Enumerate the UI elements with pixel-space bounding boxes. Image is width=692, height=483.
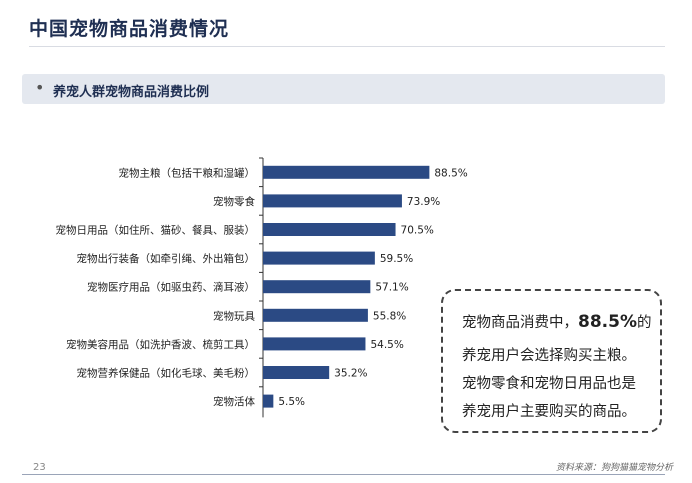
title-divider	[29, 46, 665, 47]
value-label: 57.1%	[375, 282, 408, 294]
section-bullet: •	[35, 78, 45, 97]
callout-box: 宠物商品消费中，88.5%的 养宠用户会选择购买主粮。 宠物零食和宠物日用品也是…	[441, 289, 662, 433]
value-label: 35.2%	[334, 368, 367, 380]
category-label: 宠物主粮（包括干粮和湿罐）	[119, 166, 256, 179]
callout-line-1: 宠物商品消费中，88.5%的	[462, 311, 651, 332]
page-number: 23	[33, 462, 46, 473]
category-label: 宠物出行装备（如牵引绳、外出箱包）	[77, 252, 256, 265]
value-label: 55.8%	[373, 310, 406, 322]
category-label: 宠物日用品（如住所、猫砂、餐具、服装）	[56, 224, 256, 237]
callout-line-3: 宠物零食和宠物日用品也是	[462, 376, 636, 392]
bar	[263, 394, 274, 408]
value-label: 70.5%	[401, 225, 434, 237]
value-label: 54.5%	[370, 339, 403, 351]
section-label: 养宠人群宠物商品消费比例	[53, 85, 210, 100]
bar	[263, 251, 375, 265]
callout-line-4: 养宠用户主要购买的商品。	[462, 404, 636, 420]
callout-highlight-value: 88.5%	[578, 312, 637, 332]
category-label: 宠物零食	[213, 195, 255, 208]
section-header: • 养宠人群宠物商品消费比例	[22, 74, 665, 104]
value-label: 5.5%	[278, 396, 305, 408]
category-label: 宠物玩具	[213, 309, 255, 322]
category-label: 宠物活体	[213, 395, 255, 408]
value-label: 73.9%	[407, 196, 440, 208]
category-label: 宠物营养保健品（如化毛球、美毛粉）	[77, 367, 256, 380]
bar	[263, 165, 430, 179]
value-label: 59.5%	[380, 253, 413, 265]
source-note: 资料来源：狗狗猫猫宠物分析	[556, 463, 674, 473]
bar	[263, 308, 368, 322]
footer-divider	[22, 474, 665, 475]
category-label: 宠物美容用品（如洗护香波、梳剪工具）	[66, 338, 255, 351]
bar	[263, 366, 330, 379]
bar	[263, 194, 402, 208]
bar	[263, 280, 371, 294]
callout-line-2: 养宠用户会选择购买主粮。	[462, 348, 636, 364]
page-title: 中国宠物商品消费情况	[29, 18, 230, 40]
bar	[263, 337, 366, 351]
callout-line-1-pre: 宠物商品消费中，	[462, 315, 578, 331]
value-label: 88.5%	[434, 167, 467, 179]
callout-line-1-post: 的	[636, 315, 652, 331]
bar	[263, 223, 396, 236]
category-label: 宠物医疗用品（如驱虫药、滴耳液）	[87, 281, 255, 294]
